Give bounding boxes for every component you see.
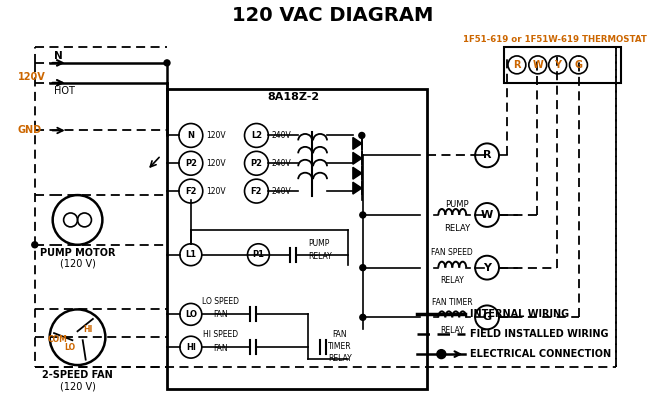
Text: Y: Y	[554, 60, 561, 70]
Text: ELECTRICAL CONNECTION: ELECTRICAL CONNECTION	[470, 349, 611, 359]
Text: R: R	[483, 150, 491, 160]
Text: RELAY: RELAY	[440, 326, 464, 335]
Text: HI: HI	[83, 325, 92, 334]
Circle shape	[437, 349, 446, 359]
Text: F2: F2	[185, 186, 196, 196]
Text: 240V: 240V	[271, 186, 291, 196]
Text: G: G	[482, 312, 492, 322]
Text: N: N	[54, 51, 62, 61]
Text: RELAY: RELAY	[328, 354, 352, 362]
Text: FAN: FAN	[213, 344, 228, 353]
Text: G: G	[574, 60, 582, 70]
Text: L2: L2	[251, 131, 262, 140]
Text: (120 V): (120 V)	[60, 382, 95, 392]
Text: FIELD INSTALLED WIRING: FIELD INSTALLED WIRING	[470, 329, 608, 339]
Bar	[504, 47, 621, 83]
Text: PUMP: PUMP	[308, 239, 330, 248]
Text: LO: LO	[185, 310, 197, 319]
Text: Y: Y	[483, 263, 491, 273]
Circle shape	[359, 132, 364, 138]
Text: HI: HI	[186, 343, 196, 352]
Text: PUMP MOTOR: PUMP MOTOR	[40, 248, 115, 258]
Text: RELAY: RELAY	[440, 276, 464, 285]
Text: HI SPEED: HI SPEED	[203, 330, 239, 339]
Polygon shape	[353, 167, 362, 179]
Circle shape	[360, 212, 366, 218]
Text: TIMER: TIMER	[328, 341, 352, 351]
Circle shape	[360, 314, 366, 321]
Text: 120V: 120V	[206, 159, 225, 168]
Text: 8A18Z-2: 8A18Z-2	[267, 92, 320, 102]
Text: INTERNAL WIRING: INTERNAL WIRING	[470, 309, 570, 319]
Text: 2-SPEED FAN: 2-SPEED FAN	[42, 370, 113, 380]
Circle shape	[164, 60, 170, 66]
Text: 240V: 240V	[271, 159, 291, 168]
Text: FAN SPEED: FAN SPEED	[431, 248, 473, 257]
Text: LO SPEED: LO SPEED	[202, 297, 239, 306]
Text: W: W	[481, 210, 493, 220]
Polygon shape	[353, 182, 362, 194]
Text: L1: L1	[186, 250, 196, 259]
Circle shape	[31, 242, 38, 248]
Text: RELAY: RELAY	[444, 225, 470, 233]
Text: W: W	[533, 60, 543, 70]
Text: LO: LO	[64, 343, 75, 352]
Text: 120 VAC DIAGRAM: 120 VAC DIAGRAM	[232, 6, 433, 25]
Text: FAN TIMER: FAN TIMER	[432, 298, 472, 307]
Text: GND: GND	[18, 125, 42, 135]
Text: 120V: 120V	[206, 186, 225, 196]
Text: RELAY: RELAY	[308, 252, 332, 261]
Text: 120V: 120V	[18, 72, 46, 82]
Text: FAN: FAN	[213, 310, 228, 319]
Text: P2: P2	[185, 159, 197, 168]
Text: R: R	[513, 60, 521, 70]
Text: 120V: 120V	[206, 131, 225, 140]
Text: HOT: HOT	[54, 86, 74, 96]
Text: F2: F2	[251, 186, 262, 196]
Bar	[167, 89, 427, 389]
Text: P1: P1	[253, 250, 265, 259]
Text: 240V: 240V	[271, 131, 291, 140]
Polygon shape	[353, 153, 362, 164]
Text: PUMP: PUMP	[446, 199, 469, 209]
Text: COM: COM	[48, 335, 68, 344]
Polygon shape	[353, 137, 362, 149]
Text: FAN: FAN	[332, 330, 347, 339]
Text: (120 V): (120 V)	[60, 259, 95, 269]
Text: P2: P2	[251, 159, 263, 168]
Text: N: N	[188, 131, 194, 140]
Circle shape	[360, 265, 366, 271]
Text: 1F51-619 or 1F51W-619 THERMOSTAT: 1F51-619 or 1F51W-619 THERMOSTAT	[463, 34, 647, 44]
